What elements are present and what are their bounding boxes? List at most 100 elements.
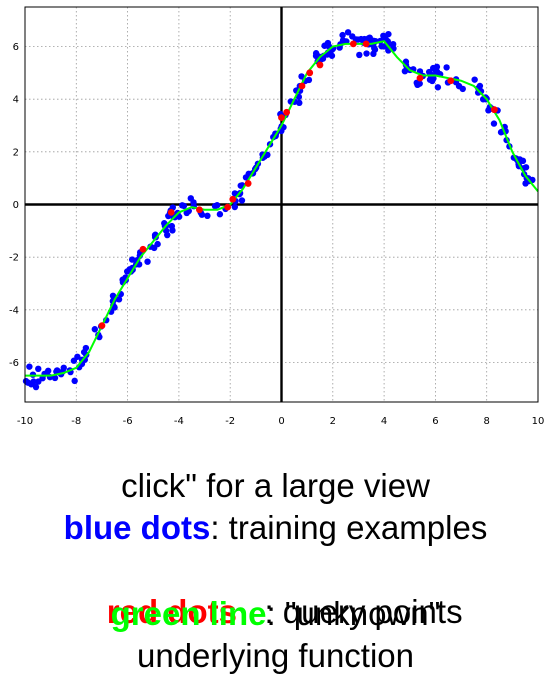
y-tick-label: -4 [9, 305, 19, 316]
training-point [91, 326, 99, 333]
query-point [244, 180, 252, 187]
legend-blue-dots: blue dots [63, 509, 211, 546]
query-points [98, 40, 498, 330]
training-point [471, 76, 478, 83]
tick-labels: -10 -8 -6 -4 -2 0 2 4 6 8 10 -6 -4 -2 0 2 4 6 [9, 42, 544, 427]
legend-red-dots-desc: : query points [236, 593, 463, 630]
training-point [378, 43, 385, 50]
training-point [434, 84, 442, 91]
training-point [231, 190, 239, 197]
plot-frame [24, 6, 539, 403]
training-point [32, 383, 40, 391]
training-point [35, 365, 42, 373]
training-point [312, 50, 320, 57]
training-point [80, 348, 88, 356]
x-tick-label: 4 [381, 416, 387, 427]
x-tick-label: -4 [174, 416, 184, 427]
x-tick-label: 0 [278, 416, 284, 427]
training-point [519, 157, 527, 165]
query-point [196, 206, 203, 214]
caption-line-2: blue dots: training examples [0, 508, 551, 548]
training-point [22, 377, 30, 385]
query-point [316, 61, 324, 69]
training-point [370, 50, 377, 58]
y-tick-label: 4 [13, 95, 19, 106]
query-point [306, 69, 314, 77]
training-point [60, 364, 67, 372]
training-point [339, 37, 347, 44]
y-tick-label: -6 [9, 358, 19, 369]
training-point [35, 378, 42, 385]
query-point [362, 40, 370, 48]
query-point [447, 77, 455, 85]
chart: -10 -8 -6 -4 -2 0 2 4 6 8 10 -6 -4 -2 0 2 4 6 [9, 6, 544, 427]
y-tick-label: 2 [13, 147, 19, 158]
training-point [490, 120, 498, 127]
training-point [213, 202, 221, 209]
query-point [283, 108, 291, 116]
x-tick-label: -6 [123, 416, 133, 427]
caption-line-1: click" for a large view [0, 466, 551, 506]
training-point [44, 367, 52, 375]
training-point [71, 377, 78, 385]
query-point [229, 195, 237, 203]
training-point [169, 227, 176, 234]
x-tick-label: 8 [484, 416, 490, 427]
legend-blue-dots-desc: : training examples [210, 509, 488, 546]
training-point [443, 64, 450, 71]
legend-green-line: green line [110, 595, 267, 632]
training-point [264, 151, 271, 159]
training-point [298, 73, 305, 80]
training-point [128, 256, 136, 263]
training-point [28, 381, 35, 388]
query-point [298, 82, 306, 90]
training-point [385, 30, 392, 38]
training-point [371, 44, 378, 52]
training-point [296, 99, 303, 107]
training-point [74, 353, 81, 360]
caption-line-5-text: underlying function [136, 637, 415, 674]
training-point [237, 182, 244, 189]
training-point [111, 304, 118, 311]
training-point [26, 363, 33, 370]
y-tick-label: -2 [9, 253, 19, 264]
query-point [139, 245, 147, 253]
training-point [190, 199, 197, 206]
query-point [349, 40, 357, 48]
x-tick-label: 10 [532, 416, 545, 427]
training-point [231, 203, 238, 211]
caption-line-5: underlying function [0, 636, 551, 676]
caption-line-4: green line: "unknown" [0, 594, 551, 634]
training-point [115, 296, 123, 303]
training-point [349, 33, 356, 40]
training-point [51, 374, 59, 382]
y-tick-label: 6 [13, 42, 19, 53]
training-point [204, 212, 211, 220]
training-point [339, 31, 346, 39]
legend-green-line-desc: : "unknown" [266, 595, 441, 632]
training-point [425, 68, 433, 76]
query-point [224, 203, 232, 211]
x-tick-label: 6 [432, 416, 438, 427]
training-point [363, 50, 370, 57]
training-point [522, 164, 530, 171]
training-point [380, 32, 387, 39]
training-point [242, 174, 250, 181]
caption-line-3: red dots : query points [0, 552, 551, 632]
training-point [144, 258, 151, 265]
legend-red-dots: red dots [106, 593, 237, 630]
training-point [179, 202, 186, 209]
caption-line-1-text: click" for a large view [121, 467, 430, 504]
training-point [216, 211, 224, 218]
x-tick-label: -10 [17, 416, 33, 427]
query-point [167, 209, 175, 216]
y-tick-label: 0 [13, 200, 19, 211]
query-point [416, 74, 424, 82]
x-tick-label: -8 [71, 416, 81, 427]
query-point [490, 106, 498, 114]
training-point [356, 51, 363, 59]
x-tick-label: 2 [330, 416, 336, 427]
axes [25, 7, 538, 402]
training-point [429, 64, 437, 72]
training-point [183, 209, 190, 217]
